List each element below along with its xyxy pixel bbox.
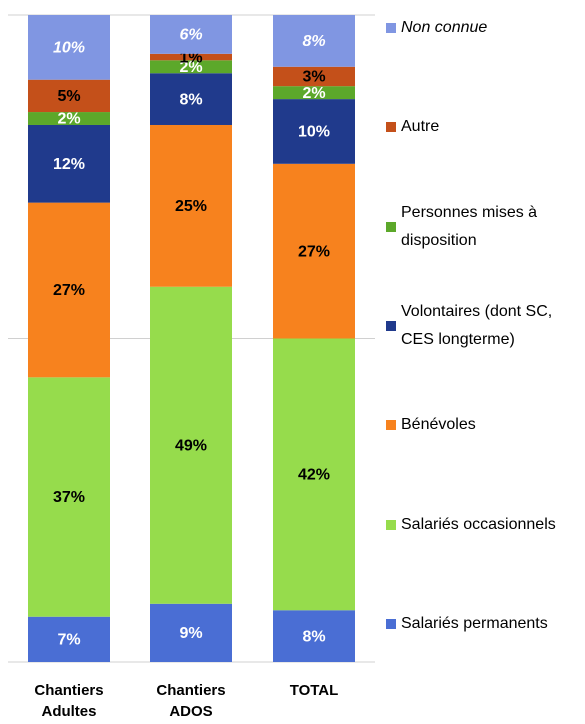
legend-item: Non connue (386, 0, 582, 58)
data-label: 8% (179, 91, 202, 108)
bar-segment (28, 112, 110, 125)
data-label: 2% (302, 85, 325, 102)
data-label: 37% (53, 489, 85, 506)
data-label: 8% (302, 628, 325, 645)
bar-segment (28, 616, 110, 662)
legend-item: Personnes mises à disposition (386, 197, 582, 257)
legend-swatch (386, 320, 396, 331)
bar-segment (150, 603, 232, 662)
bar-segment (273, 15, 355, 67)
legend-label: Personnes mises à disposition (401, 203, 538, 249)
bar-segment (273, 86, 355, 100)
legend-label: Volontaires (dont SC, CES longterme) (401, 302, 553, 348)
legend-item: Bénévoles (386, 395, 582, 455)
data-label: 12% (53, 156, 85, 173)
data-label: 42% (298, 467, 330, 484)
data-label: 25% (175, 198, 207, 215)
bar-segment (28, 124, 110, 203)
data-label: 7% (57, 632, 80, 649)
legend-item: Volontaires (dont SC, CES longterme) (386, 296, 582, 356)
bar-segment (28, 202, 110, 378)
legend-swatch (386, 23, 396, 33)
bar-segment (273, 99, 355, 164)
data-label: 6% (179, 27, 202, 44)
bar-segment (150, 286, 232, 604)
bar-segment (28, 377, 110, 617)
bar-segment (150, 124, 232, 287)
bar-segment (273, 163, 355, 339)
bar-segment (150, 60, 232, 74)
data-label: 49% (175, 437, 207, 454)
legend-item: Autre (386, 97, 582, 157)
bar-segment (28, 79, 110, 113)
data-label: 10% (298, 124, 330, 141)
legend-swatch (386, 618, 396, 629)
bar-segment (150, 73, 232, 125)
x-tick-label: Chantiers ADOS (156, 682, 226, 720)
data-label: 2% (179, 59, 202, 76)
legend-swatch (386, 420, 396, 431)
x-tick-label: Chantiers Adultes (34, 682, 104, 720)
legend-label: Salariés permanents (401, 614, 548, 632)
data-label: 27% (298, 243, 330, 260)
legend-swatch (386, 519, 396, 530)
data-label: 3% (302, 69, 325, 86)
data-label: 8% (302, 33, 325, 50)
data-label: 27% (53, 282, 85, 299)
bar-segment (273, 66, 355, 87)
bar-segment (150, 53, 232, 61)
data-label: 5% (57, 88, 80, 105)
data-label: 9% (179, 625, 202, 642)
legend-swatch (386, 122, 396, 133)
x-tick-label: TOTAL (289, 682, 339, 699)
legend-label: Non connue (401, 19, 488, 36)
legend-swatch (386, 221, 396, 232)
legend-label: Autre (401, 118, 440, 136)
data-label: 2% (57, 111, 80, 128)
data-label: 10% (53, 40, 85, 57)
legend-item: Salariés permanents (386, 594, 582, 654)
bar-segment (28, 15, 110, 80)
bar-segment (273, 610, 355, 662)
legend-label: Salariés occasionnels (401, 515, 556, 533)
bar-segment (150, 15, 232, 54)
bar-segment (273, 338, 355, 611)
legend-item: Salariés occasionnels (386, 495, 582, 555)
legend-label: Bénévoles (401, 416, 476, 434)
